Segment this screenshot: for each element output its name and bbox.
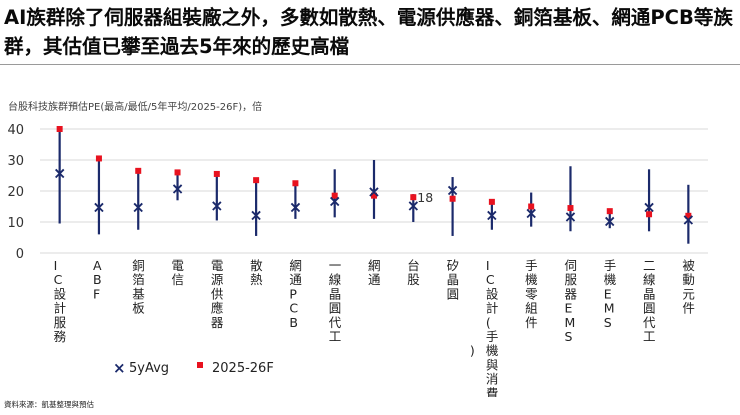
x-category-label: 台股 <box>407 258 420 287</box>
x-category-label: 電源供應器 <box>211 258 224 330</box>
avg-marker: × <box>210 196 223 215</box>
headline: AI族群除了伺服器組裝廠之外，多數如散熱、電源供應器、銅箔基板、網通PCB等族群… <box>4 6 733 58</box>
x-category-label: 被動元件 <box>682 258 695 316</box>
x-category-label: 網通 P C B <box>289 258 302 330</box>
avg-marker: × <box>407 196 420 215</box>
forecast-markers <box>56 126 692 219</box>
legend-avg-symbol: × <box>113 359 126 377</box>
y-tick-label: 40 <box>7 123 24 138</box>
annotation-label: 18 <box>417 190 433 205</box>
avg-marker: × <box>642 198 655 217</box>
y-tick-label: 20 <box>7 185 24 200</box>
forecast-marker <box>253 177 260 184</box>
legend-forecast-label: 2025-26F <box>212 361 274 376</box>
forecast-marker <box>685 212 692 219</box>
avg-marker: × <box>289 198 302 217</box>
avg-marker: × <box>367 182 380 201</box>
annotations: 18 <box>417 190 433 205</box>
forecast-marker <box>371 192 377 199</box>
avg-marker: × <box>524 204 537 223</box>
forecast-marker <box>528 203 535 210</box>
x-category-label: I C 設計服務 <box>54 258 67 344</box>
forecast-marker <box>95 155 102 162</box>
legend-forecast-symbol <box>197 362 203 368</box>
avg-markers: × × × × × × × × × × × × × × × × × <box>53 163 695 230</box>
x-category-label: 電信 <box>172 258 185 287</box>
forecast-marker <box>56 126 63 132</box>
forecast-marker <box>606 208 613 215</box>
avg-marker: × <box>92 198 105 217</box>
y-axis-ticks: 0 10 20 30 40 <box>7 123 24 262</box>
avg-marker: × <box>603 211 616 230</box>
forecast-marker <box>292 180 299 187</box>
avg-marker: × <box>446 180 459 199</box>
y-tick-label: 0 <box>16 247 24 262</box>
y-tick-label: 30 <box>7 154 24 169</box>
x-category-label: 矽晶圓 <box>447 258 460 301</box>
forecast-marker <box>488 198 495 205</box>
x-category-label: 手機 E M S <box>604 258 617 330</box>
forecast-marker <box>567 205 574 212</box>
avg-marker: × <box>132 198 145 217</box>
forecast-marker <box>331 192 338 199</box>
forecast-marker <box>174 169 181 176</box>
avg-marker: × <box>564 207 577 226</box>
legend-avg-label: 5yAvg <box>129 361 169 376</box>
x-category-label: 銅箔基板 <box>132 258 145 316</box>
y-tick-label: 10 <box>7 216 24 231</box>
headline-divider <box>0 64 740 65</box>
x-category-label: 網通 <box>368 258 381 287</box>
x-category-label: 一線晶圓代工 <box>329 258 342 344</box>
forecast-marker <box>449 195 456 202</box>
forecast-marker <box>410 194 417 201</box>
forecast-marker <box>135 167 142 174</box>
legend: × 5yAvg 2025-26F <box>113 359 274 377</box>
avg-marker: × <box>682 210 695 229</box>
x-category-label: 散熱 <box>250 258 263 287</box>
avg-marker: × <box>171 179 184 198</box>
pe-range-chart: 0 10 20 30 40 × × × × × × × × × × × × × × × × × 18 I C 設計服務 A B F… <box>7 123 708 397</box>
source-note: 資料來源：凱基整理與預估 <box>4 400 94 409</box>
avg-marker: × <box>485 205 498 224</box>
x-category-label: 伺服器 E M S <box>564 258 577 344</box>
x-category-label: 二線晶圓代工 <box>643 258 656 344</box>
avg-marker: × <box>328 191 341 210</box>
avg-marker: × <box>249 205 262 224</box>
chart-title: 台股科技族群預估PE(最高/最低/5年平均/2025-26F)，倍 <box>8 102 263 113</box>
forecast-marker <box>646 211 653 218</box>
avg-marker: × <box>53 163 66 182</box>
forecast-marker <box>213 170 220 177</box>
x-category-label: 手機零組件 <box>525 258 538 330</box>
